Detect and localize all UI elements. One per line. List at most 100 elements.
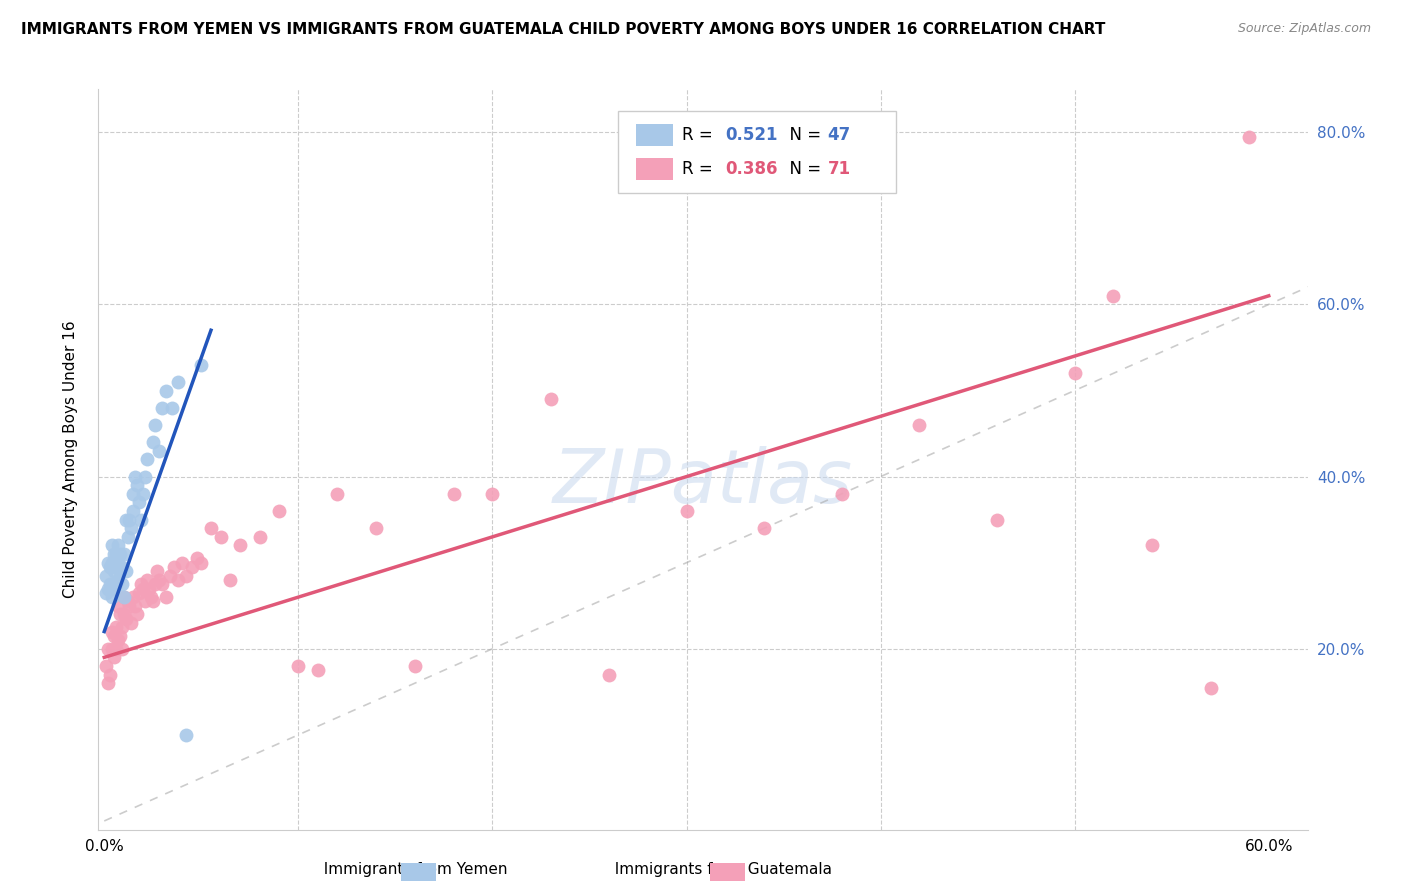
Point xyxy=(908,417,931,432)
Point xyxy=(108,547,131,561)
Point xyxy=(138,582,160,596)
FancyBboxPatch shape xyxy=(619,112,897,193)
Point xyxy=(114,564,136,578)
Point xyxy=(122,504,145,518)
Point xyxy=(136,452,159,467)
Text: Source: ZipAtlas.com: Source: ZipAtlas.com xyxy=(1237,22,1371,36)
Point xyxy=(404,659,426,673)
Point xyxy=(101,539,124,553)
Text: 47: 47 xyxy=(828,126,851,145)
Point xyxy=(101,556,124,570)
Text: 0.521: 0.521 xyxy=(724,126,778,145)
Point xyxy=(97,582,120,596)
Point xyxy=(101,624,124,639)
Point xyxy=(132,487,155,501)
Point xyxy=(107,633,129,648)
Point xyxy=(186,551,208,566)
Point xyxy=(481,487,503,501)
Point xyxy=(1063,366,1085,380)
Text: R =: R = xyxy=(682,161,718,178)
Point xyxy=(167,375,190,389)
FancyBboxPatch shape xyxy=(637,124,672,146)
Point xyxy=(107,556,129,570)
Point xyxy=(443,487,465,501)
Point xyxy=(117,594,139,608)
Point xyxy=(159,568,181,582)
Point xyxy=(122,487,145,501)
Point xyxy=(108,564,131,578)
Point xyxy=(104,620,127,634)
Text: N =: N = xyxy=(779,126,827,145)
Point xyxy=(134,594,156,608)
Point xyxy=(124,469,146,483)
Point xyxy=(155,384,177,398)
Point xyxy=(98,560,121,574)
Point xyxy=(107,599,129,613)
Point xyxy=(96,659,118,673)
Point xyxy=(118,513,141,527)
Point xyxy=(174,568,197,582)
Point xyxy=(127,478,149,492)
Point xyxy=(1142,539,1164,553)
Point xyxy=(111,620,134,634)
Point xyxy=(219,573,242,587)
Text: Immigrants from Yemen                      Immigrants from Guatemala: Immigrants from Yemen Immigrants from Gu… xyxy=(236,863,832,877)
Point xyxy=(96,568,118,582)
Point xyxy=(129,577,152,591)
Point xyxy=(143,577,166,591)
Point xyxy=(98,577,121,591)
Point xyxy=(675,504,697,518)
Y-axis label: Child Poverty Among Boys Under 16: Child Poverty Among Boys Under 16 xyxy=(63,320,77,599)
Point xyxy=(1199,681,1222,695)
Point xyxy=(752,521,775,535)
Point xyxy=(96,586,118,600)
Point xyxy=(114,612,136,626)
Point xyxy=(111,560,134,574)
Point xyxy=(112,590,135,604)
Point xyxy=(117,530,139,544)
Point xyxy=(170,556,193,570)
Point xyxy=(326,487,349,501)
Point xyxy=(190,556,212,570)
Point xyxy=(229,539,252,553)
Point xyxy=(129,513,152,527)
Text: R =: R = xyxy=(682,126,718,145)
Point xyxy=(540,392,562,406)
Point xyxy=(267,504,290,518)
Point xyxy=(190,358,212,372)
Point xyxy=(598,667,620,681)
Point xyxy=(101,641,124,656)
Point xyxy=(97,556,120,570)
Text: ZIPatlas: ZIPatlas xyxy=(553,446,853,517)
Point xyxy=(148,443,170,458)
Point xyxy=(118,599,141,613)
Point xyxy=(112,590,135,604)
Point xyxy=(128,495,150,509)
Point xyxy=(249,530,271,544)
Point xyxy=(103,547,125,561)
Point xyxy=(200,521,222,535)
Point xyxy=(986,513,1008,527)
Point xyxy=(108,607,131,622)
Text: IMMIGRANTS FROM YEMEN VS IMMIGRANTS FROM GUATEMALA CHILD POVERTY AMONG BOYS UNDE: IMMIGRANTS FROM YEMEN VS IMMIGRANTS FROM… xyxy=(21,22,1105,37)
Point xyxy=(163,560,186,574)
Point xyxy=(209,530,232,544)
Point xyxy=(155,590,177,604)
Text: 0.386: 0.386 xyxy=(724,161,778,178)
Point xyxy=(103,582,125,596)
Point xyxy=(142,594,165,608)
Point xyxy=(128,586,150,600)
Point xyxy=(132,582,155,596)
Point xyxy=(287,659,309,673)
Point xyxy=(107,539,129,553)
Point xyxy=(124,599,146,613)
Point xyxy=(134,469,156,483)
Point xyxy=(127,607,149,622)
Point xyxy=(103,650,125,665)
Point xyxy=(97,641,120,656)
Point xyxy=(104,547,127,561)
Point xyxy=(152,401,174,415)
Point xyxy=(174,728,197,742)
Point xyxy=(120,615,142,630)
Point xyxy=(142,435,165,450)
